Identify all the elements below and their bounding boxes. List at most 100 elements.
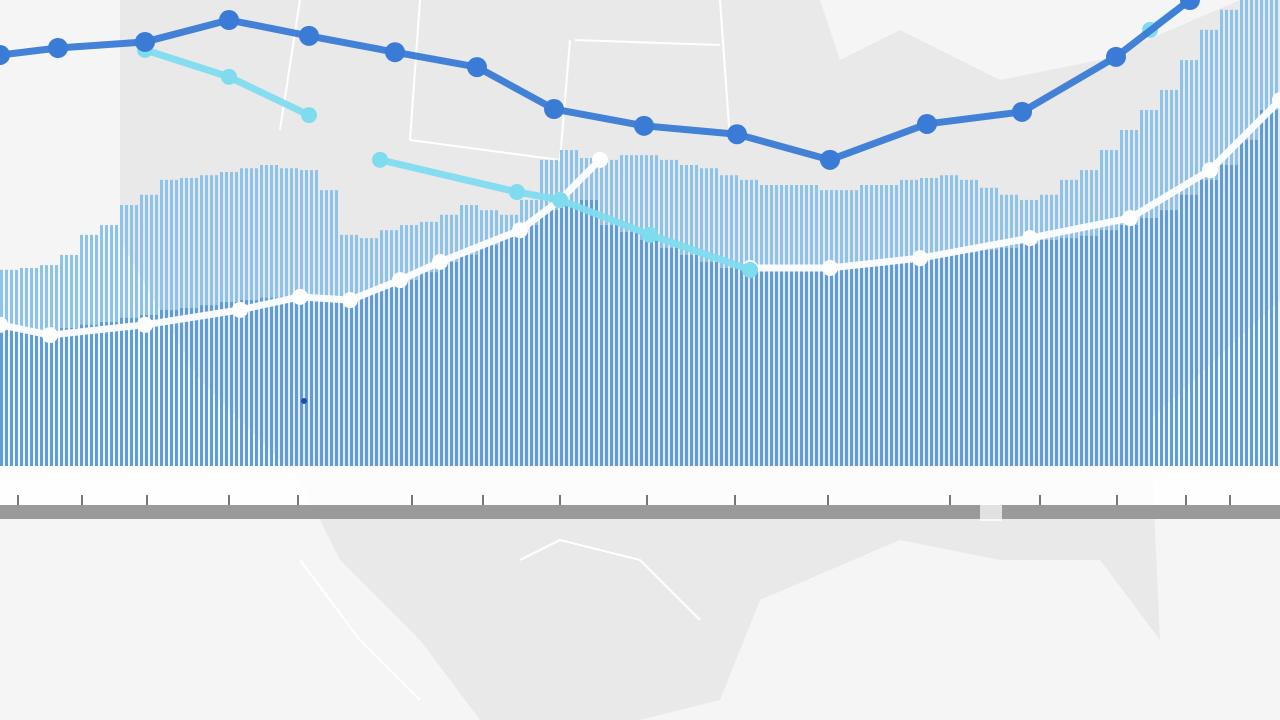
line-point [432, 253, 448, 270]
bar [440, 261, 460, 466]
bar [460, 254, 480, 466]
line-point [592, 151, 608, 168]
line-point [509, 183, 525, 200]
coast-lines [299, 538, 701, 701]
line-point [467, 57, 487, 78]
line-point [385, 42, 405, 63]
line-point [1022, 230, 1038, 247]
bar [1060, 238, 1080, 466]
bar [880, 260, 900, 466]
bar [100, 322, 120, 466]
line-point [727, 124, 747, 145]
bar [1140, 218, 1160, 466]
line-point [0, 316, 8, 333]
bar [260, 297, 280, 466]
bar [800, 269, 820, 466]
bar [400, 280, 420, 466]
bar [300, 297, 320, 466]
bar [780, 269, 800, 466]
bar [180, 308, 200, 466]
bar [60, 328, 80, 466]
line-point [1180, 0, 1200, 10]
bar [1000, 247, 1020, 466]
bar [80, 324, 100, 466]
bar [280, 296, 300, 466]
marker-dot [301, 398, 307, 404]
bar [240, 300, 260, 466]
bar [200, 305, 220, 466]
axis-gap [980, 503, 1002, 521]
bar [860, 262, 880, 466]
state-lines [279, 0, 731, 161]
bar [960, 252, 980, 466]
bar [0, 327, 20, 466]
bar [140, 315, 160, 466]
line-point [342, 292, 358, 309]
bar [1080, 235, 1100, 466]
bar [480, 245, 500, 466]
axis-bar [0, 505, 1280, 519]
bar [580, 199, 600, 466]
line-point [742, 261, 758, 278]
bar [1200, 179, 1220, 466]
bar [1180, 194, 1200, 466]
bar [120, 317, 140, 466]
bar [640, 239, 660, 466]
bar [1100, 230, 1120, 466]
line-point [1012, 101, 1032, 122]
bar [1020, 244, 1040, 466]
bar [1040, 239, 1060, 466]
line-point [292, 288, 308, 305]
line-point [552, 191, 568, 208]
bar [540, 210, 560, 466]
bar [620, 232, 640, 466]
bar [1160, 210, 1180, 466]
bar [380, 285, 400, 466]
bar [900, 258, 920, 466]
bar [1120, 225, 1140, 466]
line-point [299, 25, 319, 46]
line-point [917, 113, 937, 134]
line-point [544, 99, 564, 120]
bar [1260, 109, 1280, 466]
bar [980, 249, 1000, 466]
line-point [1122, 210, 1138, 227]
bar [840, 265, 860, 466]
axis-ticks [17, 495, 1231, 505]
line-point [634, 115, 654, 136]
bar [1220, 164, 1240, 467]
bar [340, 300, 360, 466]
line-point [512, 222, 528, 239]
bar [760, 269, 780, 466]
bar [160, 309, 180, 466]
bar [320, 300, 340, 466]
line-point [301, 107, 317, 124]
line-point [1202, 162, 1218, 179]
borders [279, 0, 731, 701]
bar [220, 301, 240, 466]
line-point [820, 149, 840, 170]
x-axis [0, 466, 1280, 521]
line-point [912, 250, 928, 267]
bar [720, 267, 740, 466]
bar [740, 269, 760, 466]
line-point [232, 301, 248, 318]
bar [660, 247, 680, 466]
line-point [137, 316, 153, 333]
line-point [219, 10, 239, 31]
axis-band [0, 466, 1280, 506]
line-point [642, 226, 658, 243]
line-point [372, 151, 388, 168]
line-point [1106, 46, 1126, 67]
bar-layer [0, 0, 1280, 467]
line-layer [0, 0, 1280, 344]
bar [20, 331, 40, 466]
bar [820, 267, 840, 466]
line-point [135, 31, 155, 52]
bar [940, 253, 960, 466]
bar [40, 329, 60, 466]
line-point [0, 44, 10, 65]
tick-marks [17, 495, 1231, 505]
